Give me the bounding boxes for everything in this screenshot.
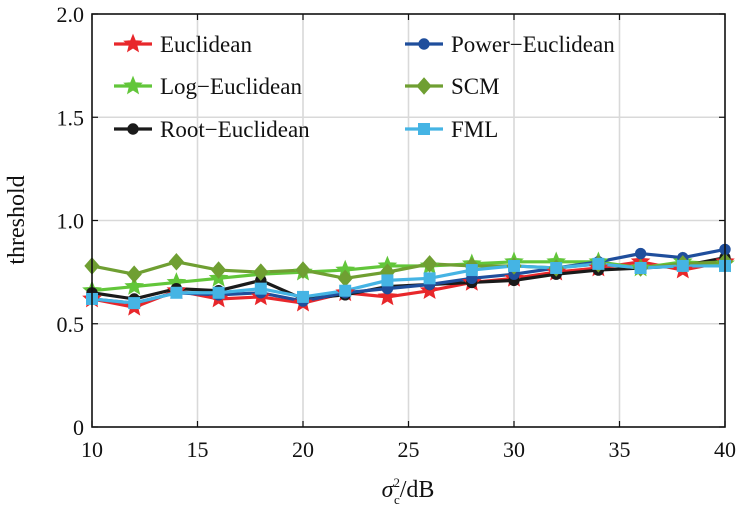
series-lines — [91, 247, 726, 309]
data-point — [126, 265, 142, 283]
legend-item: Log−Euclidean — [114, 74, 302, 99]
data-point — [212, 286, 225, 299]
data-point — [124, 276, 145, 295]
y-tick-label: 2.0 — [57, 2, 85, 27]
x-tick-label: 40 — [714, 437, 736, 462]
x-tick-label: 35 — [609, 437, 631, 462]
legend-item: SCM — [405, 74, 500, 99]
x-tick-label: 30 — [503, 437, 525, 462]
axis-ticks — [91, 13, 726, 428]
data-point — [168, 253, 185, 271]
x-tick-label: 10 — [81, 437, 103, 462]
data-point — [550, 261, 563, 274]
x-tick-labels: 10 15 20 25 30 35 40 — [81, 437, 736, 462]
data-point — [634, 247, 647, 260]
data-point — [465, 264, 478, 277]
data-point — [295, 261, 311, 279]
legend-label: Euclidean — [160, 32, 252, 57]
y-tick-labels: 0 0.5 1.0 1.5 2.0 — [57, 2, 85, 440]
data-point — [381, 274, 394, 287]
legend-item: FML — [405, 117, 498, 142]
legend-label: SCM — [451, 74, 500, 99]
legend-label: Power−Euclidean — [451, 32, 615, 57]
legend-marker — [123, 75, 143, 95]
legend-marker — [416, 77, 432, 95]
data-point — [128, 297, 141, 310]
data-point — [254, 282, 267, 295]
y-tick-label: 0.5 — [57, 312, 85, 337]
grid-lines — [92, 14, 725, 427]
data-point — [253, 263, 269, 281]
data-point — [592, 257, 605, 270]
data-point — [508, 259, 520, 272]
data-point — [676, 259, 689, 272]
legend-label: Log−Euclidean — [160, 74, 302, 99]
legend-label: FML — [451, 117, 498, 142]
x-axis-label: σ2 c/dB — [382, 475, 435, 507]
data-point — [634, 261, 647, 274]
x-tick-label: 15 — [187, 437, 209, 462]
data-point — [377, 286, 398, 306]
legend-marker — [127, 123, 139, 135]
x-tick-label: 20 — [292, 437, 314, 462]
legend-label: Root−Euclidean — [160, 117, 310, 142]
y-tick-label: 0 — [73, 415, 84, 440]
legend-marker — [123, 33, 143, 53]
legend-marker — [418, 38, 430, 50]
data-point — [339, 284, 352, 297]
legend-item: Euclidean — [114, 32, 252, 57]
series-markers — [82, 243, 735, 316]
x-tick-label: 25 — [398, 437, 420, 462]
legend: Euclidean Log−Euclidean Root−Euclidean Powe… — [114, 32, 615, 142]
y-tick-label: 1.5 — [57, 105, 85, 130]
series-line-5 — [91, 262, 725, 305]
data-point — [421, 255, 438, 273]
data-point — [423, 272, 436, 285]
y-tick-label: 1.0 — [57, 209, 85, 234]
data-point — [297, 290, 309, 303]
plot-area — [82, 13, 735, 428]
data-point — [170, 286, 183, 299]
legend-marker — [418, 123, 430, 135]
data-point — [210, 261, 227, 279]
y-axis-label: threshold — [4, 175, 30, 264]
legend-item: Root−Euclidean — [114, 117, 310, 142]
legend-item: Power−Euclidean — [405, 32, 615, 57]
